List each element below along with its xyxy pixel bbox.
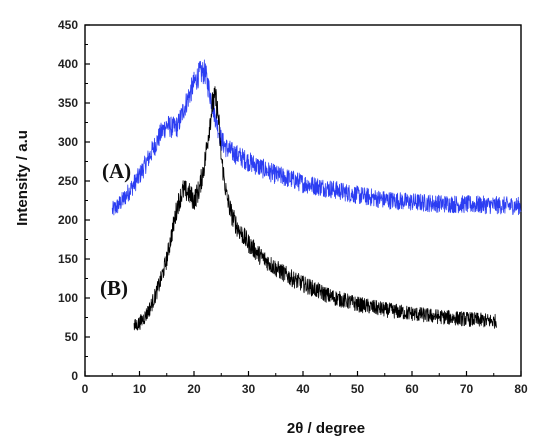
x-tick-label-40: 40 (296, 382, 310, 396)
x-tick-label-0: 0 (82, 382, 89, 396)
y-tick-label-50: 50 (65, 330, 79, 344)
plot-area: 0 10 20 30 40 50 60 70 80 0 50 100 150 200 250 300 350 4… (58, 18, 528, 396)
y-tick-label-150: 150 (58, 252, 78, 266)
y-axis: 0 50 100 150 200 250 300 350 400 450 (58, 18, 90, 383)
y-tick-label-250: 250 (58, 174, 78, 188)
y-tick-label-300: 300 (58, 135, 78, 149)
y-tick-label-450: 450 (58, 18, 78, 32)
x-tick-label-50: 50 (351, 382, 365, 396)
series-line-b (133, 86, 497, 331)
y-tick-label-400: 400 (58, 57, 78, 71)
annotation-b: (B) (100, 276, 128, 300)
series-layer (111, 59, 522, 331)
y-tick-label-200: 200 (58, 213, 78, 227)
x-tick-label-20: 20 (187, 382, 201, 396)
x-tick-label-70: 70 (460, 382, 474, 396)
x-tick-label-80: 80 (514, 382, 528, 396)
annotation-a: (A) (102, 159, 131, 183)
x-tick-label-30: 30 (242, 382, 256, 396)
series-line-a (111, 59, 522, 216)
x-axis-label: 2θ / degree (287, 420, 365, 437)
x-tick-label-10: 10 (133, 382, 147, 396)
x-tick-label-60: 60 (405, 382, 419, 396)
y-tick-label-350: 350 (58, 96, 78, 110)
x-axis: 0 10 20 30 40 50 60 70 80 (82, 371, 528, 396)
y-axis-label: Intensity / a.u (14, 130, 31, 226)
y-tick-label-0: 0 (71, 369, 78, 383)
y-tick-label-100: 100 (58, 291, 78, 305)
